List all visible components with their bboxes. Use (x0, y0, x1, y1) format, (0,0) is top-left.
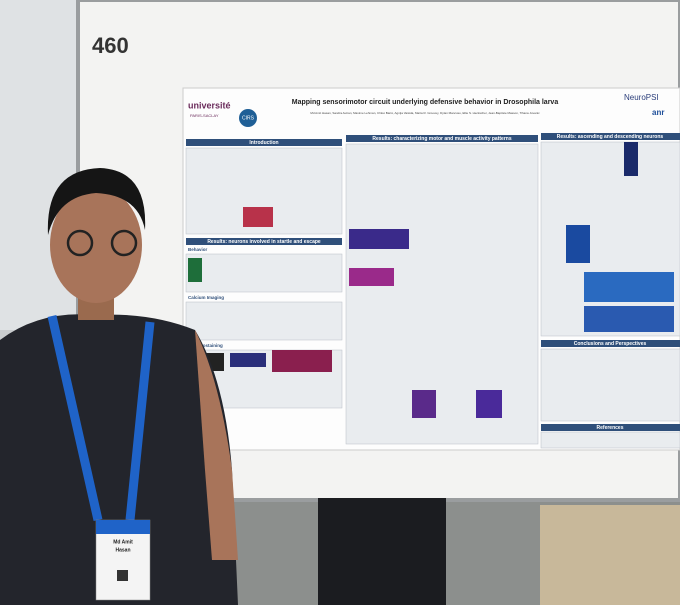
figure (349, 268, 394, 286)
panel (540, 431, 680, 449)
logo: CIRS (242, 115, 255, 121)
figure (584, 272, 674, 302)
logo: PARIS-SACLAY (190, 113, 219, 118)
panel (185, 301, 343, 341)
figure (476, 390, 502, 418)
section-header (541, 424, 680, 431)
logo: anr (652, 108, 664, 117)
subsection-title: Behavior (188, 247, 208, 252)
figure (188, 258, 202, 282)
glasses (66, 229, 94, 257)
logo-circle (239, 109, 257, 127)
section-header (186, 139, 342, 146)
badge-name: Hasan (115, 547, 130, 553)
panel (345, 143, 539, 445)
lanyard (47, 315, 155, 521)
person-arm (195, 330, 238, 560)
figure (349, 229, 409, 249)
figure (230, 353, 266, 367)
section-header (186, 238, 342, 245)
figure (243, 207, 273, 227)
panel (540, 348, 680, 422)
panel (185, 253, 343, 293)
section-title: Conclusions and Perspectives (574, 341, 647, 347)
logo: NeuroPSI (624, 93, 659, 102)
person-face (50, 187, 142, 303)
figure (566, 225, 590, 263)
section-title: References (597, 425, 624, 431)
figure (584, 306, 674, 332)
board-number: 460 (92, 33, 129, 58)
glasses (110, 229, 138, 257)
poster-authors: Md Amit Hasan, Sandra Autran, Maxime Leh… (310, 111, 540, 115)
subsection-title: Immunostaining (188, 343, 223, 348)
badge-name: Md Amit (113, 539, 133, 545)
figure (412, 390, 436, 418)
section-title: Results: ascending and descending neuron… (557, 134, 664, 140)
person-background (540, 505, 680, 605)
figure (624, 142, 638, 176)
subsection-title: Calcium Imaging (188, 295, 224, 300)
section-title: Introduction (249, 140, 278, 146)
panel (540, 141, 680, 337)
section-title: Results: neurons involved in startle and… (207, 239, 321, 245)
section-header (346, 135, 538, 142)
section-header (541, 340, 680, 347)
poster-title: Mapping sensorimotor circuit underlying … (292, 99, 559, 106)
person-hair (47, 168, 146, 235)
section-title: Results: characterizing motor and muscle… (372, 136, 511, 142)
logo: université (188, 100, 231, 110)
badge-qr (117, 570, 128, 581)
person-background (318, 498, 446, 605)
section-header (541, 133, 680, 140)
figure (272, 350, 332, 372)
person-shirt (0, 314, 238, 605)
badge-header (96, 520, 150, 534)
